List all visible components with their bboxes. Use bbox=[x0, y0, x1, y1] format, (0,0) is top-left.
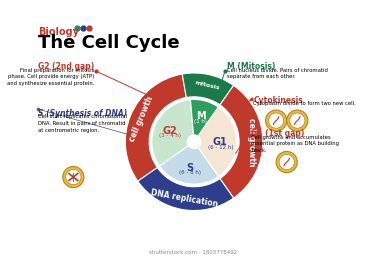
Text: (6 - 12 h): (6 - 12 h) bbox=[208, 144, 233, 150]
Circle shape bbox=[276, 151, 297, 173]
Text: (1 h): (1 h) bbox=[194, 119, 208, 124]
Circle shape bbox=[266, 110, 287, 131]
Wedge shape bbox=[125, 74, 186, 181]
Wedge shape bbox=[182, 73, 234, 105]
Text: The Cell Cycle: The Cell Cycle bbox=[38, 34, 180, 52]
Text: shutterstock.com · 1803778492: shutterstock.com · 1803778492 bbox=[149, 250, 237, 255]
Circle shape bbox=[279, 155, 294, 170]
Wedge shape bbox=[220, 85, 263, 198]
Wedge shape bbox=[191, 99, 219, 142]
Text: cell growth: cell growth bbox=[127, 95, 155, 143]
Circle shape bbox=[63, 166, 84, 188]
Text: Cytokinesis: Cytokinesis bbox=[253, 96, 303, 105]
Wedge shape bbox=[152, 100, 194, 166]
Text: S: S bbox=[186, 163, 193, 172]
Text: Final preparation for mitosis
phase. Cell provide energy (ATP)
and synthesize es: Final preparation for mitosis phase. Cel… bbox=[7, 68, 95, 86]
Wedge shape bbox=[194, 107, 237, 176]
Text: cell growth: cell growth bbox=[247, 118, 256, 166]
Text: G1: G1 bbox=[213, 137, 228, 147]
Text: Cytoplasm divide to form two new cell.: Cytoplasm divide to form two new cell. bbox=[253, 101, 356, 106]
Text: G2: G2 bbox=[163, 126, 178, 136]
Circle shape bbox=[290, 113, 305, 128]
Text: G1 (1st gap): G1 (1st gap) bbox=[251, 129, 305, 138]
Text: M: M bbox=[196, 111, 206, 122]
Text: (6 - 8 h): (6 - 8 h) bbox=[178, 171, 201, 175]
Text: DNA replication: DNA replication bbox=[150, 188, 219, 209]
Circle shape bbox=[187, 135, 201, 149]
Text: S (Synthesis of DNA): S (Synthesis of DNA) bbox=[38, 109, 127, 118]
Text: (3 - 4 h): (3 - 4 h) bbox=[159, 134, 181, 139]
Circle shape bbox=[287, 110, 308, 131]
Text: G2 (2nd gap): G2 (2nd gap) bbox=[38, 62, 95, 71]
Wedge shape bbox=[159, 142, 219, 184]
Text: M (Mitosis): M (Mitosis) bbox=[227, 62, 275, 71]
Text: Cell growths and accumulates
essential protein as DNA building
block.: Cell growths and accumulates essential p… bbox=[251, 135, 339, 153]
Circle shape bbox=[269, 113, 284, 128]
Circle shape bbox=[66, 169, 81, 185]
Text: Biology: Biology bbox=[38, 27, 79, 37]
Wedge shape bbox=[138, 167, 234, 211]
Text: Cell start replicates chromosomal
DNA. Result in pairs of chromatid
at centromet: Cell start replicates chromosomal DNA. R… bbox=[38, 115, 127, 133]
Text: Cell nucleus divide. Pairs of chromatid
separate from each other.: Cell nucleus divide. Pairs of chromatid … bbox=[227, 68, 328, 79]
Text: mitosis: mitosis bbox=[194, 80, 220, 91]
